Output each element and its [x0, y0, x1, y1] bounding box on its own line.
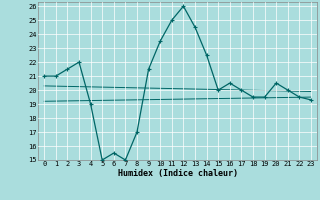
X-axis label: Humidex (Indice chaleur): Humidex (Indice chaleur) [118, 169, 238, 178]
